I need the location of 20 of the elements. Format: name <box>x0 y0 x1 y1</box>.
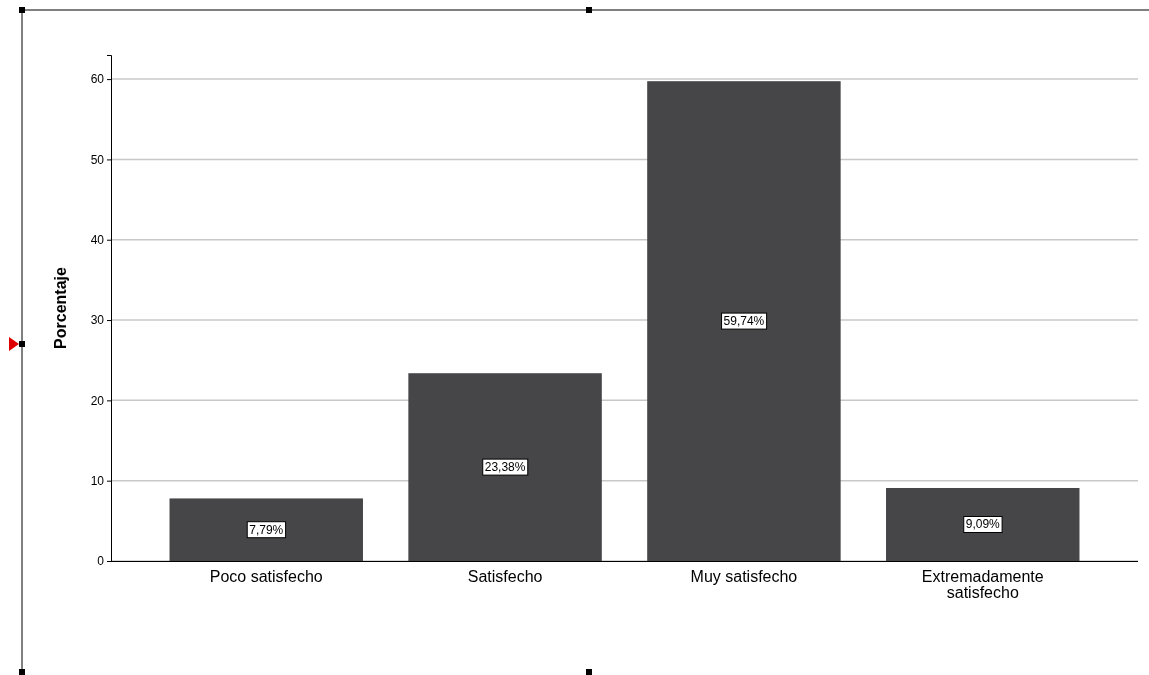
data-label: 7,79% <box>249 522 284 537</box>
x-tick-label: Poco satisfecho <box>209 567 323 585</box>
x-tick-label: Muy satisfecho <box>690 567 798 585</box>
data-label: 23,38% <box>484 460 526 475</box>
y-axis-title: Porcentaje <box>52 266 69 349</box>
y-tick-label: 50 <box>90 152 105 167</box>
bar <box>169 498 363 561</box>
bar <box>408 373 602 561</box>
bar <box>647 81 841 561</box>
y-tick-label: 60 <box>90 72 105 87</box>
bar <box>886 487 1080 561</box>
x-tick-label: Satisfecho <box>467 567 543 585</box>
y-tick-label: 0 <box>97 554 105 569</box>
data-label: 59,74% <box>723 314 765 329</box>
x-tick-label: Extremadamente satisfecho <box>921 567 1044 601</box>
y-tick-label: 30 <box>90 313 105 328</box>
y-tick-label: 20 <box>90 393 105 408</box>
y-tick-label: 10 <box>90 474 105 489</box>
data-label: 9,09% <box>965 517 1001 532</box>
y-tick-label: 40 <box>90 233 105 248</box>
